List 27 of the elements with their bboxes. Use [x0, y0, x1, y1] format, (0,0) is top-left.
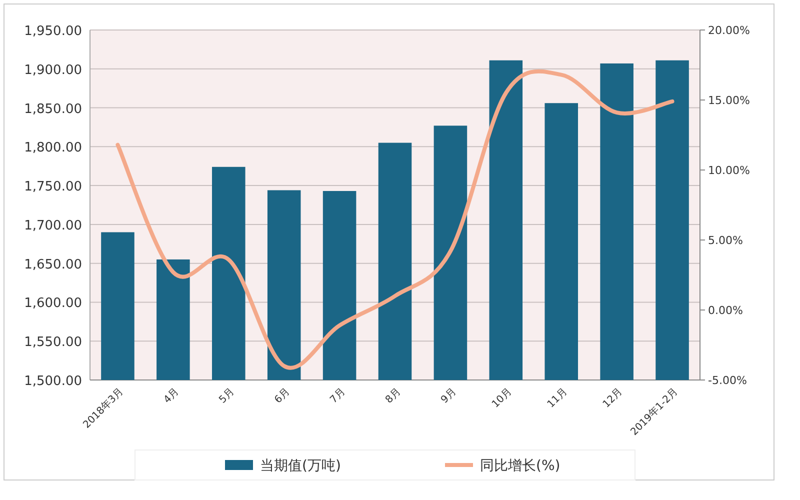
- x-tick-label: 9月: [439, 386, 459, 406]
- x-tick-label: 8月: [384, 386, 404, 406]
- x-tick-label: 4月: [162, 386, 182, 406]
- legend-label: 当期值(万吨): [260, 458, 341, 474]
- y-tick-label: 1,850.00: [24, 102, 82, 117]
- y-tick-label: 1,550.00: [24, 335, 82, 350]
- x-tick-label: 12月: [601, 386, 625, 410]
- x-tick-label: 5月: [217, 386, 237, 406]
- x-tick-label: 6月: [272, 386, 292, 406]
- y2-tick-label: -5.00%: [708, 374, 747, 387]
- y-tick-label: 1,650.00: [24, 257, 82, 272]
- y2-tick-label: 15.00%: [708, 94, 750, 107]
- y2-tick-label: 20.00%: [708, 24, 750, 37]
- y-tick-label: 1,900.00: [24, 62, 82, 78]
- y-tick-label: 1,750.00: [24, 180, 82, 195]
- x-tick-label: 11月: [546, 386, 570, 410]
- x-tick-label: 7月: [328, 386, 348, 406]
- y2-tick-label: 5.00%: [708, 234, 743, 247]
- y-tick-label: 1,950.00: [24, 24, 82, 39]
- y2-tick-label: 0.00%: [708, 304, 743, 317]
- y2-tick-label: 10.00%: [708, 164, 750, 177]
- y-tick-label: 1,500.00: [24, 374, 82, 389]
- y-tick-label: 1,800.00: [24, 140, 82, 156]
- x-tick-label: 10月: [490, 386, 514, 410]
- legend-label: 同比增长(%): [480, 458, 560, 474]
- y-tick-label: 1,700.00: [24, 218, 82, 234]
- y-tick-label: 1,600.00: [24, 296, 82, 312]
